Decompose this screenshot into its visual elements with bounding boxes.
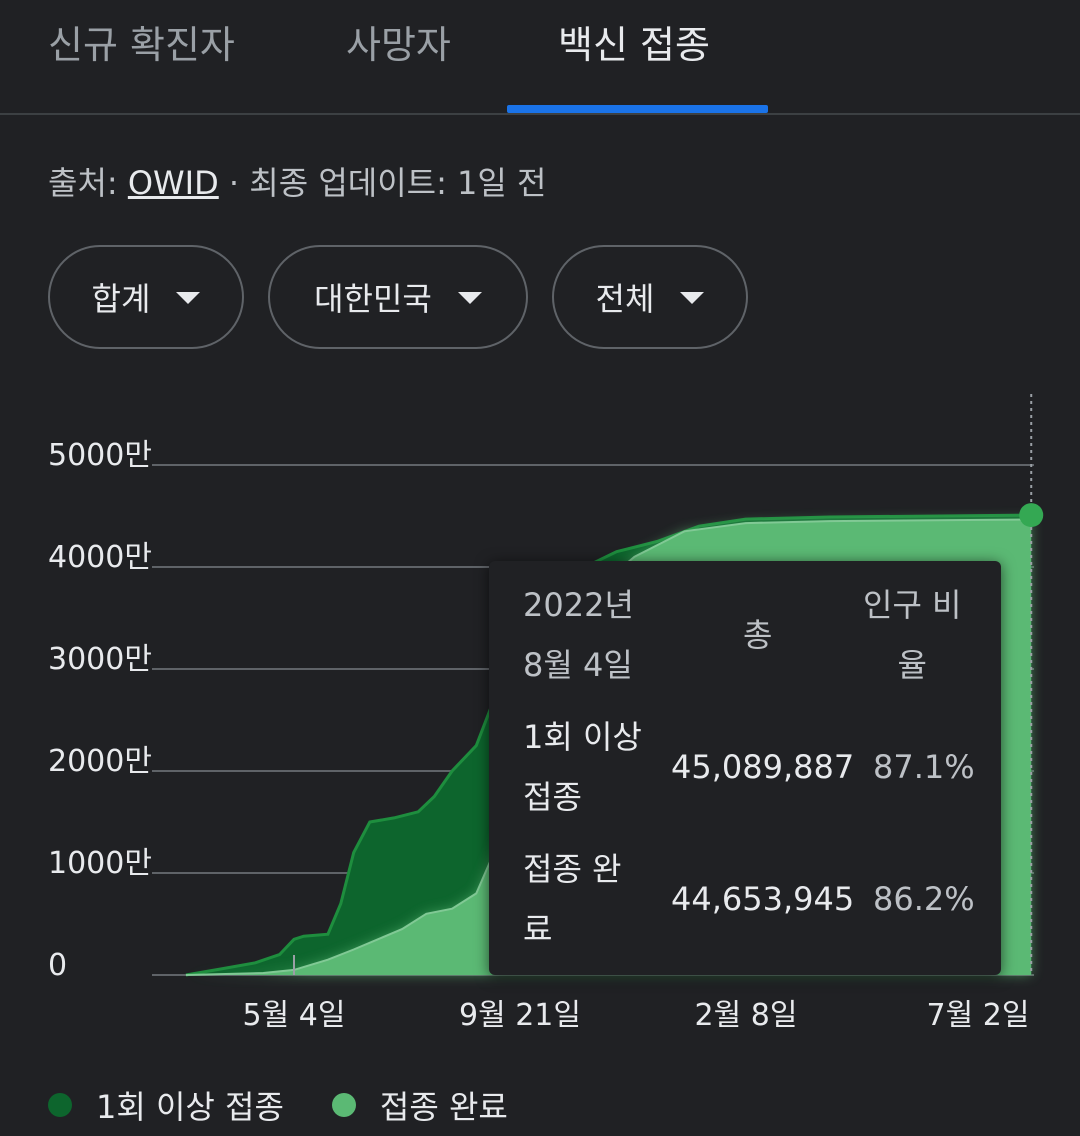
source-link[interactable]: OWID — [127, 164, 219, 202]
legend-swatch — [48, 1093, 72, 1117]
tab-vaccinations[interactable]: 백신 접종 — [558, 23, 710, 67]
hover-cursor — [1019, 394, 1044, 975]
tab-bar: 신규 확진자 사망자 백신 접종 — [0, 0, 1080, 115]
chart-tooltip: 2022년 8월 4일 총 인구 비 율 1회 이상 접종 45,089,887… — [489, 561, 1001, 975]
tooltip-col-total: 총 — [743, 616, 773, 654]
metric-dropdown[interactable]: 합계 — [48, 245, 244, 349]
tooltip-row-label: 접종 완 료 — [523, 850, 622, 948]
series-at-least-one-line — [185, 513, 1032, 977]
caret-down-icon — [680, 292, 705, 304]
range-dropdown[interactable]: 전체 — [552, 245, 748, 349]
caret-down-icon — [457, 292, 482, 304]
tooltip-row-percent: 86.2% — [873, 880, 975, 918]
y-tick-label: 0 — [48, 948, 67, 983]
tooltip-row-percent: 87.1% — [873, 748, 975, 786]
tooltip-row-total: 45,089,887 — [671, 748, 855, 786]
y-tick-label: 3000만 — [48, 642, 152, 677]
last-updated: · 최종 업데이트: 1일 전 — [218, 164, 547, 202]
region-dropdown-label: 대한민국 — [314, 280, 432, 318]
active-tab-indicator — [507, 105, 768, 113]
tooltip-col-percent: 인구 비 율 — [863, 586, 962, 684]
legend-label: 1회 이상 접종 — [96, 1088, 284, 1126]
metric-dropdown-label: 합계 — [91, 280, 151, 318]
source-line: 출처: OWID · 최종 업데이트: 1일 전 — [48, 158, 546, 204]
cursor-marker — [1019, 503, 1044, 528]
x-tick-label: 2월 8일 — [695, 998, 798, 1033]
region-dropdown[interactable]: 대한민국 — [268, 245, 528, 349]
y-tick-label: 5000만 — [48, 438, 152, 473]
y-tick-label: 2000만 — [48, 744, 152, 779]
tab-deaths[interactable]: 사망자 — [346, 23, 451, 67]
x-tick-label: 5월 4일 — [243, 998, 346, 1033]
y-tick-label: 4000만 — [48, 540, 152, 575]
legend-swatch — [331, 1093, 356, 1117]
source-prefix: 출처: — [48, 164, 128, 202]
series-fully-line — [185, 518, 1032, 976]
x-axis: 5월 4일 9월 21일 2월 8일 7월 2일 — [243, 955, 1030, 1033]
x-tick-label: 7월 2일 — [927, 998, 1030, 1033]
tooltip-row-label: 1회 이상 접종 — [523, 718, 642, 816]
y-axis-labels: 0 1000만 2000만 3000만 4000만 5000만 — [48, 438, 152, 983]
tooltip-date: 2022년 8월 4일 — [523, 586, 634, 684]
x-tick-label: 9월 21일 — [459, 998, 581, 1033]
tab-new-cases[interactable]: 신규 확진자 — [48, 23, 235, 67]
legend-label: 접종 완료 — [379, 1088, 508, 1126]
range-dropdown-label: 전체 — [595, 280, 655, 318]
chart-legend: 1회 이상 접종 접종 완료 — [48, 1082, 508, 1128]
y-tick-label: 1000만 — [48, 846, 152, 881]
tooltip-row-total: 44,653,945 — [671, 880, 855, 918]
caret-down-icon — [176, 292, 201, 304]
